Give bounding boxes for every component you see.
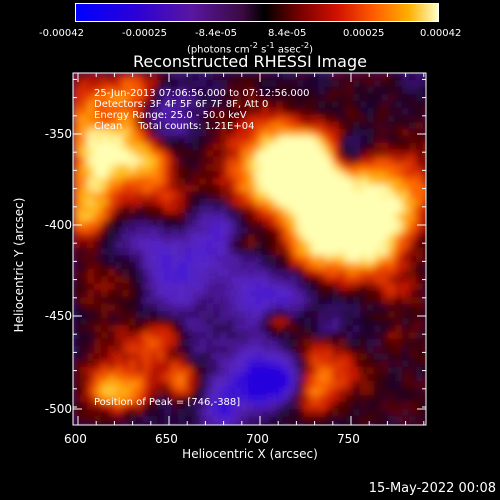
y-tick-label: -500 — [44, 402, 72, 416]
colorbar-tick-label: -8.4e-05 — [195, 28, 237, 39]
annotation-energy: Energy Range: 25.0 - 50.0 keV — [94, 110, 247, 121]
colorbar-tick-label: 0.00042 — [420, 28, 462, 39]
colorbar-tick-label: 8.4e-05 — [268, 28, 307, 39]
y-tick-label: -350 — [44, 127, 72, 141]
y-tick-label: -450 — [44, 309, 72, 323]
plot-title: Reconstructed RHESSI Image — [133, 52, 367, 71]
plot-frame — [72, 72, 427, 426]
annotation-counts: Clean Total counts: 1.21E+04 — [94, 121, 255, 132]
x-tick-label: 700 — [246, 432, 269, 446]
x-tick-label: 650 — [155, 432, 178, 446]
rhessi-image — [73, 73, 426, 425]
timestamp: 15-May-2022 00:08 — [368, 481, 496, 496]
colorbar-units: (photons cm-2 s-1 asec-2) — [186, 40, 314, 56]
peak-position-label: Position of Peak = [746,-388] — [94, 397, 241, 408]
x-tick-label: 600 — [64, 432, 87, 446]
y-tick-label: -400 — [44, 218, 72, 232]
colorbar-tick-label: 0.00025 — [343, 28, 385, 39]
x-tick-label: 750 — [337, 432, 360, 446]
annotation-block: 25-Jun-2013 07:06:56.000 to 07:12:56.000… — [94, 88, 310, 132]
annotation-time: 25-Jun-2013 07:06:56.000 to 07:12:56.000 — [94, 88, 310, 99]
colorbar-gradient — [75, 3, 439, 22]
x-axis-label: Heliocentric X (arcsec) — [182, 447, 318, 461]
annotation-detectors: Detectors: 3F 4F 5F 6F 7F 8F, Att 0 — [94, 99, 269, 110]
colorbar-tick-label: -0.00025 — [122, 28, 167, 39]
y-axis-label: Heliocentric Y (arcsec) — [12, 197, 26, 333]
colorbar-tick-label: -0.00042 — [39, 28, 84, 39]
